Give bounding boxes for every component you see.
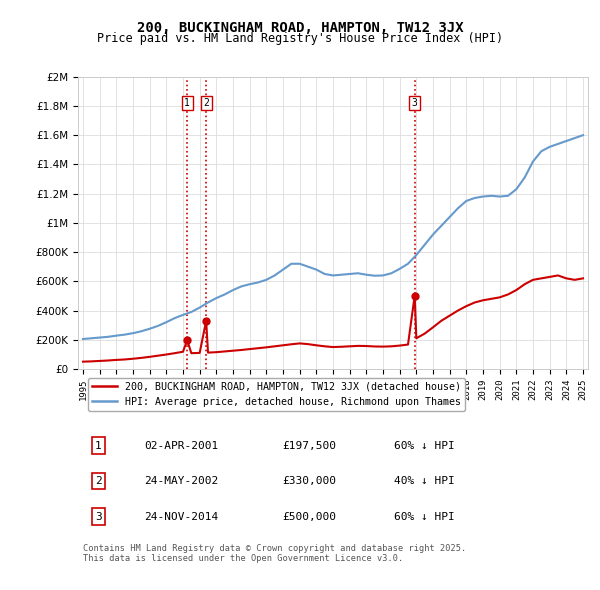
Text: £500,000: £500,000 <box>282 512 336 522</box>
Legend: 200, BUCKINGHAM ROAD, HAMPTON, TW12 3JX (detached house), HPI: Average price, de: 200, BUCKINGHAM ROAD, HAMPTON, TW12 3JX … <box>88 378 465 411</box>
Text: 1: 1 <box>95 441 102 451</box>
Text: Price paid vs. HM Land Registry's House Price Index (HPI): Price paid vs. HM Land Registry's House … <box>97 32 503 45</box>
Text: Contains HM Land Registry data © Crown copyright and database right 2025.
This d: Contains HM Land Registry data © Crown c… <box>83 544 466 563</box>
Text: 2: 2 <box>203 98 209 108</box>
Text: 60% ↓ HPI: 60% ↓ HPI <box>394 512 455 522</box>
Text: 24-NOV-2014: 24-NOV-2014 <box>145 512 218 522</box>
Text: £197,500: £197,500 <box>282 441 336 451</box>
Text: 1: 1 <box>184 98 190 108</box>
Text: 3: 3 <box>412 98 418 108</box>
Text: 40% ↓ HPI: 40% ↓ HPI <box>394 476 455 486</box>
Text: 3: 3 <box>95 512 102 522</box>
Text: 60% ↓ HPI: 60% ↓ HPI <box>394 441 455 451</box>
Text: 24-MAY-2002: 24-MAY-2002 <box>145 476 218 486</box>
Text: 200, BUCKINGHAM ROAD, HAMPTON, TW12 3JX: 200, BUCKINGHAM ROAD, HAMPTON, TW12 3JX <box>137 21 463 35</box>
Text: 02-APR-2001: 02-APR-2001 <box>145 441 218 451</box>
Text: £330,000: £330,000 <box>282 476 336 486</box>
Text: 2: 2 <box>95 476 102 486</box>
